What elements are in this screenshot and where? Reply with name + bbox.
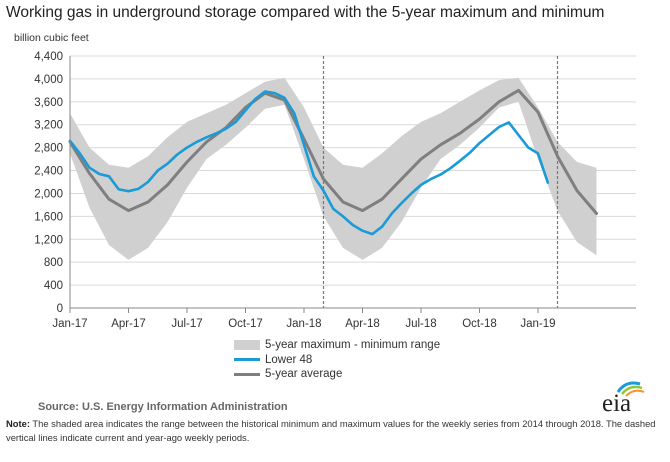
series-line-lower48 xyxy=(68,90,550,236)
legend-item-range: 5-year maximum - minimum range xyxy=(234,338,440,353)
x-tick-label-Jul-17: Jul-17 xyxy=(171,318,202,330)
y-tick-label-4400: 4,400 xyxy=(34,51,63,63)
x-tick-label-Oct-18: Oct-18 xyxy=(462,318,497,330)
y-axis-label: billion cubic feet xyxy=(14,32,89,44)
note-body: The shaded area indicates the range betw… xyxy=(6,418,656,443)
y-tick-label-0: 0 xyxy=(57,303,63,315)
y-tick-label-3600: 3,600 xyxy=(34,97,63,109)
x-tick-label-Oct-17: Oct-17 xyxy=(228,318,263,330)
legend-swatch-lower48 xyxy=(234,358,260,362)
y-tick-label-2800: 2,800 xyxy=(34,143,63,155)
series-line-5yr-average xyxy=(68,88,598,215)
y-tick-label-1600: 1,600 xyxy=(34,211,63,223)
note-label: Note: xyxy=(6,418,30,429)
y-tick-label-400: 400 xyxy=(44,280,63,292)
legend-label-range: 5-year maximum - minimum range xyxy=(265,339,441,352)
note-text: Note: The shaded area indicates the rang… xyxy=(6,417,656,445)
x-tick-label-Jan-17: Jan-17 xyxy=(52,318,87,330)
y-tick-label-4000: 4,000 xyxy=(34,74,63,86)
legend-swatch-range xyxy=(234,340,260,351)
y-tick-label-1200: 1,200 xyxy=(34,234,63,246)
eia-logo-swoosh-icon xyxy=(616,381,645,397)
eia-logo-text: eia xyxy=(602,390,632,417)
x-tick-label-Jan-18: Jan-18 xyxy=(286,318,321,330)
y-tick-label-3200: 3,200 xyxy=(34,120,63,132)
y-tick-label-2000: 2,000 xyxy=(34,188,63,200)
legend-label-average: 5-year average xyxy=(265,368,343,381)
chart-title: Working gas in underground storage compa… xyxy=(6,4,605,21)
source-text: Source: U.S. Energy Information Administ… xyxy=(38,401,288,413)
legend-item-lower48: Lower 48 xyxy=(234,353,440,368)
x-tick-label-Apr-17: Apr-17 xyxy=(111,318,146,330)
legend-label-lower48: Lower 48 xyxy=(265,353,313,366)
y-tick-label-2400: 2,400 xyxy=(34,166,63,178)
series-range-band xyxy=(70,77,597,260)
gas-storage-chart: 0 400 800 1,200 1,600 2,000 2,400 2,800 3,200 3,6… xyxy=(34,51,636,330)
y-tick-label-800: 800 xyxy=(44,257,63,269)
legend-swatch-average xyxy=(234,372,260,376)
legend: 5-year maximum - minimum range Lower 48 … xyxy=(234,338,440,382)
eia-logo: eia xyxy=(596,378,656,418)
legend-item-average: 5-year average xyxy=(234,367,440,382)
x-tick-label-Jan-19: Jan-19 xyxy=(520,318,555,330)
x-tick-label-Apr-18: Apr-18 xyxy=(345,318,380,330)
x-tick-label-Jul-18: Jul-18 xyxy=(405,318,436,330)
